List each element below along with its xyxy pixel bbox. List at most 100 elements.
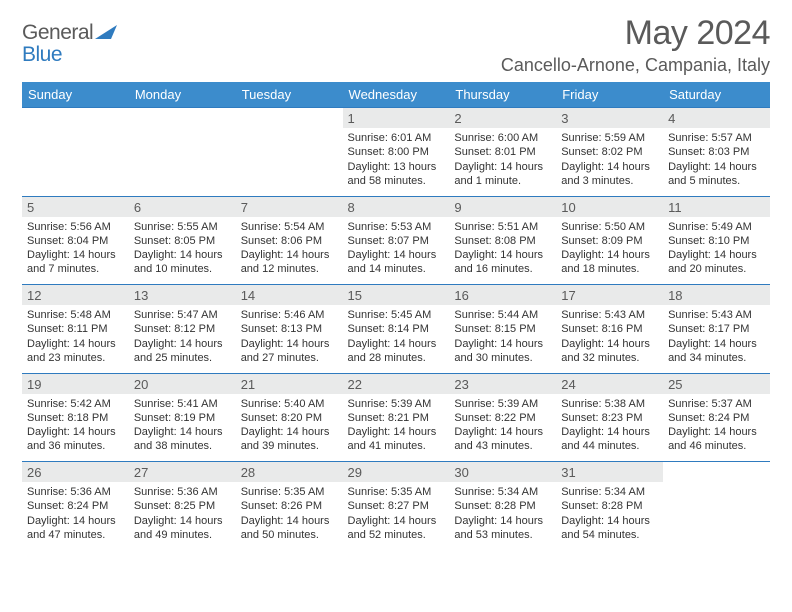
sunrise-line: Sunrise: 5:44 AM (454, 308, 551, 322)
daylight-line: Daylight: 14 hours and 18 minutes. (561, 248, 658, 277)
daylight-line: Daylight: 14 hours and 34 minutes. (668, 337, 765, 366)
daylight-line: Daylight: 14 hours and 25 minutes. (134, 337, 231, 366)
sunset-line: Sunset: 8:13 PM (241, 322, 338, 336)
day-number-cell: 9 (449, 196, 556, 217)
calendar-body: 1234Sunrise: 6:01 AMSunset: 8:00 PMDayli… (22, 108, 770, 551)
logo-triangle-icon (95, 25, 117, 39)
sunrise-line: Sunrise: 5:48 AM (27, 308, 124, 322)
day-data-cell: Sunrise: 5:34 AMSunset: 8:28 PMDaylight:… (556, 482, 663, 550)
daylight-line: Daylight: 14 hours and 44 minutes. (561, 425, 658, 454)
daylight-line: Daylight: 14 hours and 49 minutes. (134, 514, 231, 543)
sunset-line: Sunset: 8:28 PM (454, 499, 551, 513)
sunrise-line: Sunrise: 5:39 AM (348, 397, 445, 411)
sunrise-line: Sunrise: 5:47 AM (134, 308, 231, 322)
weekday-wed: Wednesday (343, 82, 450, 108)
daylight-line: Daylight: 14 hours and 39 minutes. (241, 425, 338, 454)
sunset-line: Sunset: 8:03 PM (668, 145, 765, 159)
day-number-cell: 23 (449, 373, 556, 394)
sunset-line: Sunset: 8:17 PM (668, 322, 765, 336)
day-number-row: 262728293031 (22, 462, 770, 483)
daylight-line: Daylight: 14 hours and 32 minutes. (561, 337, 658, 366)
day-data-cell: Sunrise: 5:35 AMSunset: 8:27 PMDaylight:… (343, 482, 450, 550)
sunset-line: Sunset: 8:18 PM (27, 411, 124, 425)
sunrise-line: Sunrise: 5:34 AM (454, 485, 551, 499)
day-number-cell: 24 (556, 373, 663, 394)
sunrise-line: Sunrise: 5:42 AM (27, 397, 124, 411)
day-number-cell: 20 (129, 373, 236, 394)
weekday-thu: Thursday (449, 82, 556, 108)
sunset-line: Sunset: 8:12 PM (134, 322, 231, 336)
sunrise-line: Sunrise: 5:39 AM (454, 397, 551, 411)
sunrise-line: Sunrise: 5:56 AM (27, 220, 124, 234)
day-data-cell: Sunrise: 5:42 AMSunset: 8:18 PMDaylight:… (22, 394, 129, 462)
day-number-cell: 2 (449, 108, 556, 129)
weekday-sun: Sunday (22, 82, 129, 108)
weekday-tue: Tuesday (236, 82, 343, 108)
sunrise-line: Sunrise: 5:36 AM (27, 485, 124, 499)
sunset-line: Sunset: 8:23 PM (561, 411, 658, 425)
brand-text: General Blue (22, 22, 117, 66)
sunset-line: Sunset: 8:25 PM (134, 499, 231, 513)
day-data-cell: Sunrise: 6:01 AMSunset: 8:00 PMDaylight:… (343, 128, 450, 196)
day-number-cell: 15 (343, 285, 450, 306)
day-number-cell: 14 (236, 285, 343, 306)
sunrise-line: Sunrise: 5:50 AM (561, 220, 658, 234)
day-data-cell: Sunrise: 6:00 AMSunset: 8:01 PMDaylight:… (449, 128, 556, 196)
sunset-line: Sunset: 8:06 PM (241, 234, 338, 248)
daylight-line: Daylight: 14 hours and 27 minutes. (241, 337, 338, 366)
weekday-sat: Saturday (663, 82, 770, 108)
day-data-cell: Sunrise: 5:34 AMSunset: 8:28 PMDaylight:… (449, 482, 556, 550)
day-number-cell: 22 (343, 373, 450, 394)
day-data-cell (236, 128, 343, 196)
sunrise-line: Sunrise: 5:43 AM (561, 308, 658, 322)
daylight-line: Daylight: 14 hours and 30 minutes. (454, 337, 551, 366)
sunset-line: Sunset: 8:28 PM (561, 499, 658, 513)
day-data-cell: Sunrise: 5:53 AMSunset: 8:07 PMDaylight:… (343, 217, 450, 285)
daylight-line: Daylight: 14 hours and 54 minutes. (561, 514, 658, 543)
day-data-row: Sunrise: 5:42 AMSunset: 8:18 PM Daylight:… (22, 394, 770, 462)
day-data-cell: Sunrise: 5:54 AMSunset: 8:06 PMDaylight:… (236, 217, 343, 285)
sunset-line: Sunset: 8:07 PM (348, 234, 445, 248)
day-data-cell: Sunrise: 5:47 AMSunset: 8:12 PMDaylight:… (129, 305, 236, 373)
daylight-line: Daylight: 14 hours and 1 minute. (454, 160, 551, 189)
day-data-row: Sunrise: 5:36 AMSunset: 8:24 PMDaylight:… (22, 482, 770, 550)
day-number-cell: 19 (22, 373, 129, 394)
day-number-cell: 8 (343, 196, 450, 217)
day-number-cell: 7 (236, 196, 343, 217)
day-number-cell (129, 108, 236, 129)
daylight-line: Daylight: 14 hours and 12 minutes. (241, 248, 338, 277)
day-data-cell: Sunrise: 5:43 AMSunset: 8:16 PMDaylight:… (556, 305, 663, 373)
day-number-cell: 21 (236, 373, 343, 394)
daylight-line: Daylight: 14 hours and 14 minutes. (348, 248, 445, 277)
daylight-line: Daylight: 14 hours and 5 minutes. (668, 160, 765, 189)
daylight-line: Daylight: 14 hours and 53 minutes. (454, 514, 551, 543)
sunset-line: Sunset: 8:15 PM (454, 322, 551, 336)
daylight-line: Daylight: 13 hours and 58 minutes. (348, 160, 445, 189)
daylight-line: Daylight: 14 hours and 46 minutes. (668, 425, 765, 454)
sunset-line: Sunset: 8:19 PM (134, 411, 231, 425)
day-number-row: 12131415161718 (22, 285, 770, 306)
sunset-line: Sunset: 8:02 PM (561, 145, 658, 159)
day-data-cell: Sunrise: 5:46 AMSunset: 8:13 PMDaylight:… (236, 305, 343, 373)
sunrise-line: Sunrise: 5:59 AM (561, 131, 658, 145)
day-number-cell: 30 (449, 462, 556, 483)
sunset-line: Sunset: 8:26 PM (241, 499, 338, 513)
sunrise-line: Sunrise: 6:01 AM (348, 131, 445, 145)
sunset-line: Sunset: 8:08 PM (454, 234, 551, 248)
day-data-cell (22, 128, 129, 196)
day-number-cell: 5 (22, 196, 129, 217)
daylight-line: Daylight: 14 hours and 52 minutes. (348, 514, 445, 543)
day-number-cell (236, 108, 343, 129)
day-data-cell: Sunrise: 5:43 AMSunset: 8:17 PMDaylight:… (663, 305, 770, 373)
sunset-line: Sunset: 8:04 PM (27, 234, 124, 248)
calendar-page: General Blue May 2024 Cancello-Arnone, C… (0, 0, 792, 560)
sunrise-line: Sunrise: 5:37 AM (668, 397, 765, 411)
day-number-row: 1234 (22, 108, 770, 129)
day-data-cell: Sunrise: 5:57 AMSunset: 8:03 PMDaylight:… (663, 128, 770, 196)
sunset-line: Sunset: 8:11 PM (27, 322, 124, 336)
day-data-cell: Sunrise: 5:59 AMSunset: 8:02 PMDaylight:… (556, 128, 663, 196)
sunset-line: Sunset: 8:21 PM (348, 411, 445, 425)
day-data-cell: Sunrise: 5:40 AMSunset: 8:20 PMDaylight:… (236, 394, 343, 462)
daylight-line: Daylight: 14 hours and 10 minutes. (134, 248, 231, 277)
day-data-cell: Sunrise: 5:55 AMSunset: 8:05 PMDaylight:… (129, 217, 236, 285)
